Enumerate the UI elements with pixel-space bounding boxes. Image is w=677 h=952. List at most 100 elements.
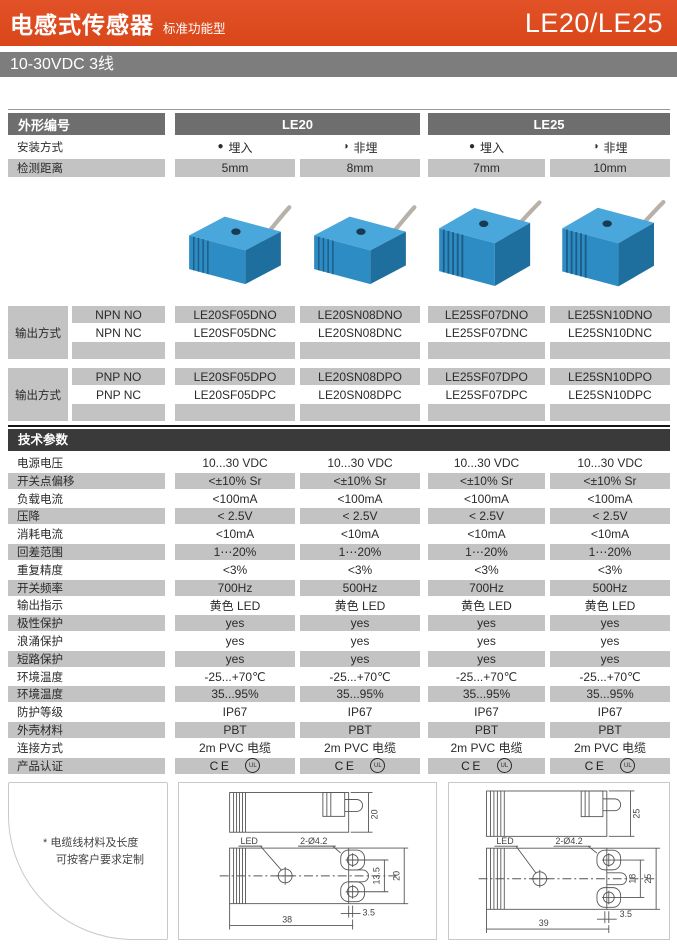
holes-label: 2-Ø4.2 [300, 836, 327, 846]
spec-value: <100mA [212, 491, 258, 506]
holes-label: 2-Ø4.2 [556, 836, 583, 846]
spec-value: <±10% Sr [300, 472, 420, 489]
spec-value: <100mA [587, 491, 633, 506]
sensing-distance-value: 8mm [300, 159, 420, 177]
model-number: LE20SF05DPC [193, 387, 277, 402]
spec-value: 1⋯20% [175, 543, 295, 560]
ce-mark-icon: CE [461, 758, 483, 773]
sensing-distance-value: 7mm [428, 159, 545, 177]
spec-value: PBT [550, 721, 670, 738]
spec-value: <3% [222, 562, 248, 577]
spec-value: yes [550, 615, 670, 632]
output-type-label: PNP NC [95, 387, 142, 402]
spec-value: < 2.5V [300, 508, 420, 525]
spec-value: 2m PVC 电缆 [450, 741, 523, 756]
dim-side-height: 25 [632, 808, 642, 818]
spec-value: 黄色 LED [461, 598, 512, 613]
output-mode-label: 输出方式 [8, 306, 68, 359]
sensor-image-le25 [562, 200, 666, 287]
spec-value: PBT [300, 721, 420, 738]
model-number [550, 342, 670, 359]
dim-offset: 3.5 [362, 907, 374, 917]
model-number: LE20SF05DNO [175, 306, 295, 323]
spec-value: 黄色 LED [334, 598, 386, 613]
model-number [428, 342, 545, 359]
spec-value: <10mA [215, 527, 255, 542]
spec-value: yes [428, 615, 545, 632]
section-divider [8, 425, 670, 427]
spec-label: 外壳材料 [8, 721, 165, 738]
output-type-label: PNP NO [72, 368, 165, 385]
ul-mark-icon: UL [496, 758, 512, 774]
model-number: LE20SN08DNC [317, 325, 403, 340]
spec-value: 10...30 VDC [327, 456, 393, 470]
model-number: LE20SN08DPC [318, 387, 402, 402]
sensor-photo-le25 [550, 180, 670, 301]
spec-label: 连接方式 [17, 742, 63, 755]
spec-value: 10...30 VDC [577, 456, 643, 470]
spec-value: 2m PVC 电缆 [198, 741, 271, 756]
spec-label: 输出指示 [17, 600, 63, 613]
spec-value: IP67 [474, 705, 499, 720]
dimension-drawing-le25-box: LED 2-Ø4.2 25 18 25 3.5 39 [448, 781, 670, 940]
distance-row-label: 检测距离 [8, 159, 165, 177]
spec-label: 环境温度 [8, 686, 165, 703]
spec-value: 10...30 VDC [202, 456, 268, 470]
spec-label: 电源电压 [17, 458, 63, 470]
spec-value: yes [300, 615, 420, 632]
ce-mark-icon: CE [584, 758, 607, 773]
shape-code-header: 外形编号 [8, 113, 165, 135]
model-code: LE20/LE25 [524, 7, 663, 38]
sensing-distance-value: 5mm [175, 159, 295, 177]
model-number: LE20SN08DNO [300, 306, 420, 323]
spec-label: 压降 [8, 508, 165, 525]
spec-value: PBT [428, 721, 545, 738]
spec-value: 1⋯20% [428, 543, 545, 560]
spec-value: -25...+70℃ [579, 669, 641, 684]
spec-value: 黄色 LED [209, 598, 261, 613]
dim-side-height: 20 [369, 809, 379, 819]
ce-mark-icon: CE [209, 758, 232, 773]
spec-value: 700Hz [175, 579, 295, 596]
output-type-label: NPN NO [72, 306, 165, 323]
page-title: 电感式传感器 [10, 12, 154, 38]
spec-value: yes [600, 633, 620, 648]
spec-value: 500Hz [300, 579, 420, 596]
spec-value: PBT [175, 721, 295, 738]
ce-mark-icon: CE [334, 758, 357, 773]
spec-value: <100mA [337, 491, 383, 506]
dimension-drawing-le20-box: LED 2-Ø4.2 20 13.5 20 3.5 38 [177, 781, 438, 940]
spec-value: 黄色 LED [584, 598, 636, 613]
dim-inner: 13.5 [371, 867, 381, 884]
certification-cell: CE UL [550, 757, 670, 774]
spec-value: IP67 [222, 705, 248, 720]
note-line-1: 电缆线材料及长度 [50, 836, 139, 849]
spec-label: 环境温度 [17, 671, 63, 684]
spec-value: yes [550, 650, 670, 667]
model-number: LE25SF07DPO [428, 368, 545, 385]
non-flush-mount-icon: ◑ [342, 141, 349, 152]
spec-value: 35...95% [550, 686, 670, 703]
output-mode-label: 输出方式 [8, 368, 68, 421]
spec-value: <±10% Sr [550, 472, 670, 489]
spec-value: <3% [474, 562, 499, 577]
non-flush-mount-icon: ◑ [592, 141, 599, 152]
specs-table: 电源电压 10...30 VDC 10...30 VDC 10...30 VDC 10.… [8, 455, 670, 774]
dimension-drawing-le25: LED 2-Ø4.2 25 18 25 3.5 39 [478, 790, 661, 933]
spec-value: IP67 [347, 705, 373, 720]
page-header: 电感式传感器 标准功能型 LE20/LE25 [0, 0, 677, 46]
flush-mount-icon: ● [217, 141, 224, 152]
spec-label: 消耗电流 [17, 529, 63, 542]
spec-value: <3% [347, 562, 373, 577]
spec-value: yes [350, 633, 370, 648]
certification-cell: CE UL [428, 757, 545, 774]
output-type-label: NPN NC [95, 325, 142, 340]
spec-value: 1⋯20% [550, 543, 670, 560]
spec-value: <±10% Sr [428, 472, 545, 489]
spec-value: 35...95% [300, 686, 420, 703]
certification-cell: CE UL [175, 757, 295, 774]
dim-length: 38 [282, 914, 292, 924]
dim-offset: 3.5 [620, 909, 632, 919]
pnp-output-table: 输出方式 PNP NO LE20SF05DPO LE20SN08DPO LE25SF07… [8, 368, 670, 421]
